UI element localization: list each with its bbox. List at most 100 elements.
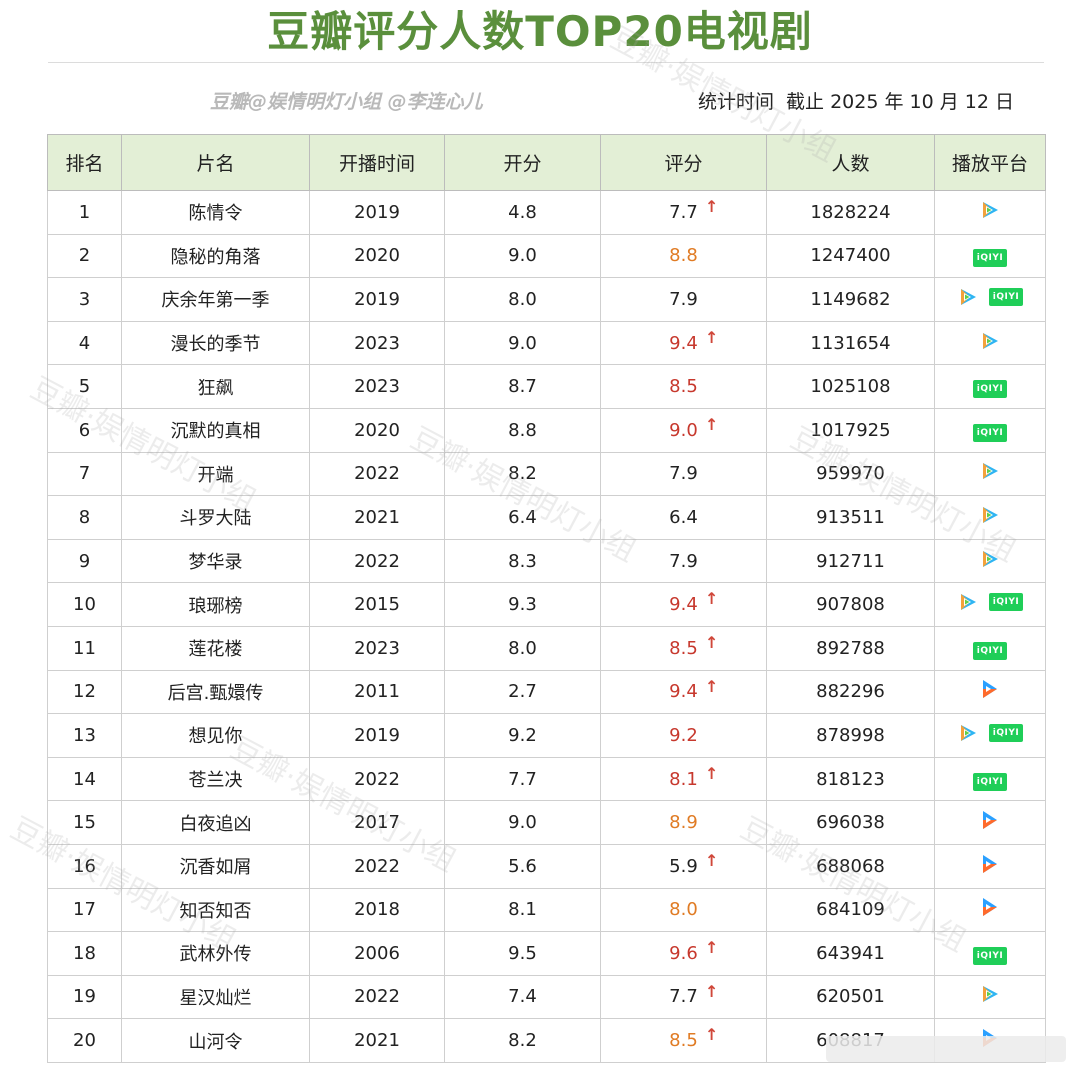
- score-cell: 8.0: [600, 887, 767, 933]
- rank-cell: 5: [47, 364, 122, 409]
- score-cell: 7.9: [600, 277, 767, 322]
- platform-cell: iQIYI: [934, 233, 1046, 279]
- title-cell: 莲花楼: [121, 625, 310, 671]
- rank-cell: 9: [47, 538, 122, 584]
- iqiyi-icon: iQIYI: [973, 946, 1007, 965]
- year-cell: 2019: [309, 277, 445, 322]
- platform-icons: [979, 549, 1001, 569]
- platform-icons: [979, 678, 1001, 700]
- open-score-cell: 9.0: [444, 320, 601, 366]
- score-cell: 9.4 ↑: [600, 582, 767, 627]
- rank-cell: 7: [47, 451, 122, 497]
- year-cell: 2006: [309, 931, 445, 976]
- table-row: 14 苍兰决 2022 7.7 8.1 ↑ 818123 iQIYI: [47, 756, 1046, 802]
- score-cell: 7.7 ↑: [600, 974, 767, 1020]
- year-cell: 2022: [309, 843, 445, 889]
- platform-cell: iQIYI: [934, 625, 1046, 671]
- table-row: 6 沉默的真相 2020 8.8 9.0 ↑ 1017925 iQIYI: [47, 407, 1046, 453]
- year-cell: 2021: [309, 495, 445, 540]
- youku-icon: [979, 896, 1001, 918]
- score-value: 7.7: [669, 986, 698, 1008]
- platform-cell: [934, 538, 1046, 584]
- table-body: 1 陈情令 2019 4.8 7.7 ↑ 1828224 2 隐秘的角落 2020 9.0 8.8 12…: [47, 190, 1046, 1063]
- score-cell: 9.4 ↑: [600, 320, 767, 366]
- score-value: 5.9: [669, 855, 698, 877]
- rank-cell: 11: [47, 625, 122, 671]
- count-cell: 878998: [766, 713, 935, 758]
- count-cell: 620501: [766, 974, 935, 1020]
- platform-cell: iQIYI: [934, 582, 1046, 627]
- count-cell: 1828224: [766, 190, 935, 235]
- count-cell: 684109: [766, 887, 935, 933]
- table-header-row: 排名 片名 开播时间 开分 评分 人数 播放平台: [47, 134, 1046, 191]
- score-value: 6.4: [669, 506, 698, 528]
- title-cell: 陈情令: [121, 190, 310, 235]
- tencent-video-icon: [979, 331, 1001, 351]
- score-value: 7.9: [669, 463, 698, 485]
- col-header-platform: 播放平台: [934, 134, 1046, 191]
- tencent-video-icon: [957, 287, 979, 307]
- open-score-cell: 6.4: [444, 495, 601, 540]
- rank-cell: 17: [47, 887, 122, 933]
- platform-icons: iQIYI: [957, 723, 1023, 743]
- score-value: 8.1: [669, 768, 698, 790]
- title-cell: 开端: [121, 451, 310, 497]
- count-cell: 959970: [766, 451, 935, 497]
- title-cell: 知否知否: [121, 887, 310, 933]
- count-cell: 913511: [766, 495, 935, 540]
- platform-cell: [934, 451, 1046, 497]
- open-score-cell: 8.0: [444, 277, 601, 322]
- open-score-cell: 8.7: [444, 364, 601, 409]
- stat-value: 截止 2025 年 10 月 12 日: [786, 91, 1014, 113]
- score-value: 7.9: [669, 288, 698, 310]
- col-header-open-score: 开分: [444, 134, 601, 191]
- table-row: 17 知否知否 2018 8.1 8.0 684109: [47, 887, 1046, 933]
- table-row: 19 星汉灿烂 2022 7.4 7.7 ↑ 620501: [47, 974, 1046, 1020]
- table-row: 15 白夜追凶 2017 9.0 8.9 696038: [47, 800, 1046, 845]
- score-cell: 9.0 ↑: [600, 407, 767, 453]
- score-value: 9.4: [669, 332, 698, 354]
- title-cell: 琅琊榜: [121, 582, 310, 627]
- year-cell: 2023: [309, 364, 445, 409]
- up-arrow-icon: ↑: [705, 632, 719, 652]
- iqiyi-icon: iQIYI: [973, 641, 1007, 660]
- col-header-title: 片名: [121, 134, 310, 191]
- table-row: 9 梦华录 2022 8.3 7.9 912711: [47, 538, 1046, 584]
- score-cell: 9.4 ↑: [600, 669, 767, 715]
- year-cell: 2022: [309, 756, 445, 802]
- up-arrow-icon: ↑: [705, 327, 719, 347]
- rank-cell: 1: [47, 190, 122, 235]
- platform-cell: [934, 190, 1046, 235]
- count-cell: 1017925: [766, 407, 935, 453]
- title-cell: 狂飙: [121, 364, 310, 409]
- score-value: 7.7: [669, 201, 698, 223]
- page-title: 豆瓣评分人数TOP20电视剧: [267, 7, 813, 56]
- tencent-video-icon: [957, 723, 979, 743]
- up-arrow-icon: ↑: [705, 1025, 719, 1045]
- platform-cell: [934, 974, 1046, 1020]
- score-cell: 6.4: [600, 495, 767, 540]
- count-cell: 1131654: [766, 320, 935, 366]
- platform-cell: iQIYI: [934, 407, 1046, 453]
- platform-cell: iQIYI: [934, 931, 1046, 976]
- rank-cell: 3: [47, 277, 122, 322]
- title-cell: 斗罗大陆: [121, 495, 310, 540]
- youku-icon: [979, 853, 1001, 875]
- count-cell: 892788: [766, 625, 935, 671]
- open-score-cell: 8.1: [444, 887, 601, 933]
- year-cell: 2011: [309, 669, 445, 715]
- year-cell: 2022: [309, 538, 445, 584]
- title-cell: 山河令: [121, 1018, 310, 1063]
- youku-icon: [979, 809, 1001, 831]
- score-cell: 7.7 ↑: [600, 190, 767, 235]
- score-value: 9.0: [669, 419, 698, 441]
- tencent-video-icon: [979, 984, 1001, 1004]
- col-header-rank: 排名: [47, 134, 122, 191]
- table-row: 11 莲花楼 2023 8.0 8.5 ↑ 892788 iQIYI: [47, 625, 1046, 671]
- score-cell: 7.9: [600, 451, 767, 497]
- title-cell: 漫长的季节: [121, 320, 310, 366]
- table-row: 4 漫长的季节 2023 9.0 9.4 ↑ 1131654: [47, 320, 1046, 366]
- year-cell: 2018: [309, 887, 445, 933]
- tencent-video-icon: [979, 200, 1001, 220]
- year-cell: 2023: [309, 320, 445, 366]
